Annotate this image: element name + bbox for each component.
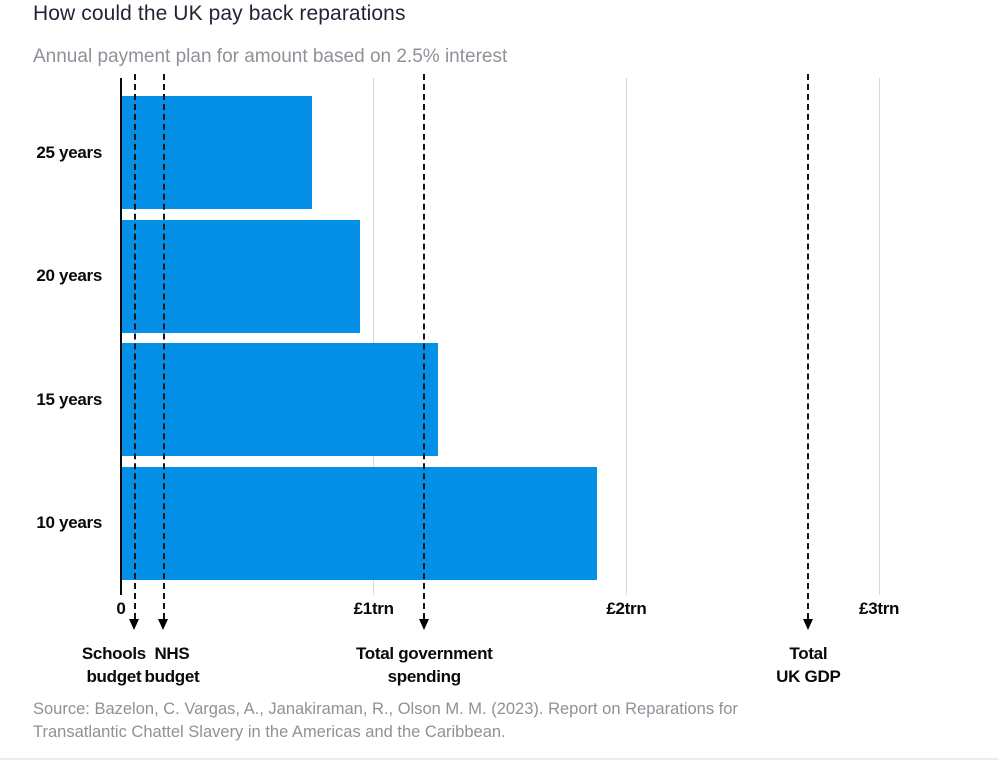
reference-label: Total UK GDP bbox=[776, 644, 841, 686]
reference-label: NHS budget bbox=[144, 644, 200, 686]
source-note: Source: Bazelon, C. Vargas, A., Janakira… bbox=[33, 698, 738, 744]
reference-line-total-uk-gdp bbox=[807, 74, 810, 619]
x-tick-label: £1trn bbox=[353, 599, 394, 618]
category-label: 15 years bbox=[36, 389, 102, 409]
chart-subtitle: Annual payment plan for amount based on … bbox=[33, 46, 508, 67]
bottom-accent-strip bbox=[0, 758, 999, 760]
reference-arrow-icon bbox=[129, 619, 140, 630]
category-label: 10 years bbox=[36, 513, 102, 532]
reference-line-total-government-spending bbox=[423, 74, 426, 619]
bar-25-years bbox=[122, 96, 312, 209]
source-line-1: Source: Bazelon, C. Vargas, A., Janakira… bbox=[33, 700, 738, 718]
x-tick-label: £2trn bbox=[606, 599, 647, 618]
reference-arrow-icon bbox=[802, 619, 813, 630]
category-label: 20 years bbox=[36, 266, 102, 285]
reference-line-nhs-budget bbox=[162, 74, 165, 619]
reference-arrow-icon bbox=[418, 619, 429, 630]
reference-line-schools-budget bbox=[133, 74, 136, 619]
reference-arrow-icon bbox=[158, 619, 169, 630]
gridline-£3trn bbox=[878, 78, 880, 595]
source-line-2: Transatlantic Chattel Slavery in the Ame… bbox=[33, 723, 506, 741]
y-axis-line bbox=[120, 78, 122, 595]
category-label: 25 years bbox=[36, 142, 102, 162]
chart-title: How could the UK pay back reparations bbox=[33, 2, 406, 25]
bar-10-years bbox=[122, 466, 598, 580]
reference-label: Total government spending bbox=[355, 644, 493, 686]
reference-label: Schools budget bbox=[81, 644, 146, 686]
bar-15-years bbox=[122, 343, 438, 456]
gridline-£1trn bbox=[373, 78, 375, 595]
x-tick-label: 0 bbox=[116, 599, 126, 618]
bar-20-years bbox=[122, 219, 360, 333]
x-tick-label: £3trn bbox=[859, 599, 900, 618]
gridline-£2trn bbox=[625, 78, 627, 595]
